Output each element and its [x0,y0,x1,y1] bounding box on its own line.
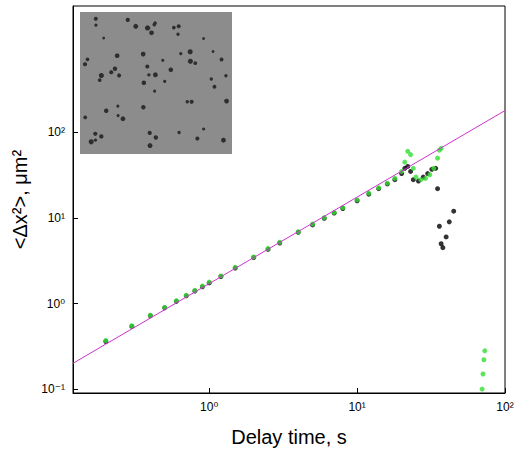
svg-text:10⁻¹: 10⁻¹ [41,382,65,396]
svg-text:10²: 10² [48,125,65,139]
svg-text:10¹: 10¹ [48,211,65,225]
svg-text:10²: 10² [496,400,513,414]
svg-text:Delay time, s: Delay time, s [231,426,347,448]
svg-text:10¹: 10¹ [348,400,365,414]
svg-text:10⁰: 10⁰ [200,400,218,414]
svg-text:<Δx²>, μm²: <Δx²>, μm² [9,149,31,249]
svg-text:10⁰: 10⁰ [47,297,65,311]
